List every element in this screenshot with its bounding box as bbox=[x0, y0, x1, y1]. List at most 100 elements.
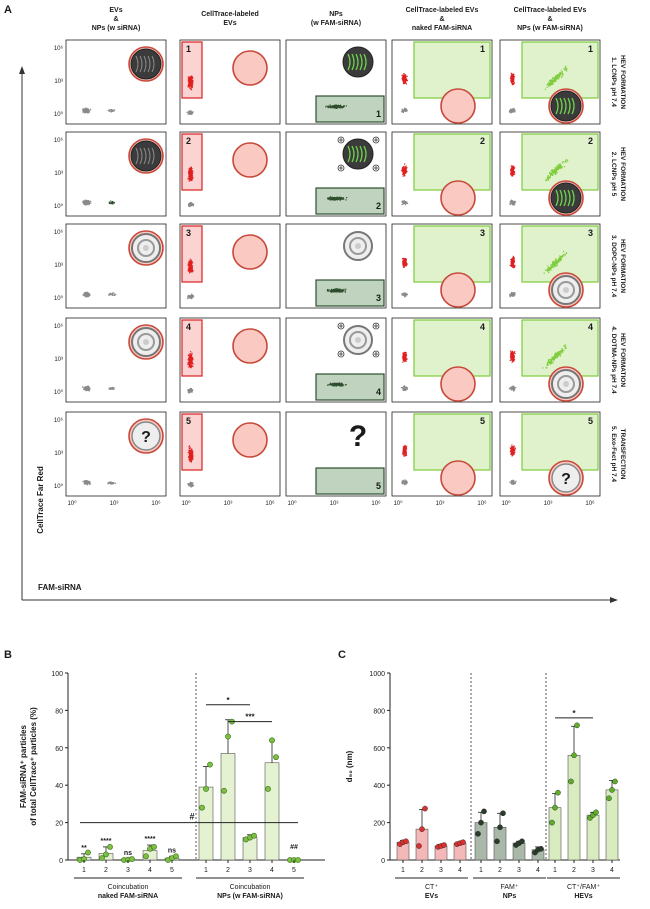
scatter-point bbox=[402, 389, 404, 391]
scatter-point bbox=[189, 355, 191, 357]
scatter-point bbox=[550, 82, 552, 84]
scatter-point bbox=[512, 355, 514, 357]
scatter-point bbox=[511, 204, 514, 206]
scatter-point bbox=[559, 352, 561, 354]
scatter-point bbox=[402, 78, 405, 80]
scatter-point bbox=[191, 361, 193, 363]
scatter-point bbox=[551, 79, 553, 81]
scatter-point bbox=[403, 170, 405, 173]
scatter-point bbox=[188, 269, 190, 271]
c-y-tick-label: 400 bbox=[373, 783, 385, 790]
scatter-point bbox=[558, 167, 560, 169]
scatter-point bbox=[188, 354, 190, 356]
scatter-point bbox=[328, 196, 330, 199]
scatter-point bbox=[86, 484, 88, 486]
scatter-point bbox=[544, 269, 547, 271]
scatter-point bbox=[406, 388, 408, 390]
scatter-point bbox=[564, 344, 566, 346]
scatter-point bbox=[190, 263, 192, 265]
c-y-tick-label: 1000 bbox=[369, 671, 385, 678]
sirna-strand bbox=[571, 97, 575, 115]
scatter-point bbox=[190, 176, 192, 178]
scatter-point bbox=[563, 250, 565, 252]
scatter-point bbox=[341, 107, 343, 109]
scatter-point bbox=[547, 83, 549, 85]
scatter-point bbox=[558, 73, 560, 75]
scatter-point bbox=[191, 295, 193, 297]
sirna-strand bbox=[563, 97, 567, 115]
charge-plus-mark bbox=[374, 166, 378, 170]
scatter-point bbox=[401, 200, 403, 202]
scatter-point bbox=[110, 109, 112, 111]
scatter-point bbox=[512, 255, 514, 257]
sirna-strand bbox=[351, 53, 355, 71]
scatter-point bbox=[511, 165, 513, 167]
scatter-point bbox=[193, 485, 195, 487]
scatter-point bbox=[335, 384, 337, 386]
scatter-point bbox=[190, 83, 192, 86]
b-y-tick-label: 0 bbox=[59, 858, 63, 865]
scatter-point bbox=[403, 455, 405, 457]
column-header-line: NPs bbox=[329, 11, 343, 18]
scatter-point bbox=[339, 290, 341, 292]
scatter-point bbox=[555, 354, 557, 356]
scatter-point bbox=[406, 387, 409, 389]
scatter-point bbox=[188, 446, 190, 448]
scatter-point bbox=[564, 68, 566, 71]
scatter-point bbox=[190, 354, 192, 356]
scatter-point bbox=[512, 385, 514, 387]
c-data-point bbox=[481, 808, 487, 815]
scatter-point bbox=[565, 160, 567, 162]
scatter-point bbox=[405, 354, 407, 356]
scatter-point bbox=[191, 267, 193, 269]
scatter-point bbox=[187, 113, 189, 115]
scatter-point bbox=[550, 362, 552, 364]
scatter-point bbox=[402, 80, 404, 82]
scatter-point bbox=[513, 261, 515, 263]
scatter-point bbox=[189, 459, 191, 461]
scatter-point bbox=[346, 197, 348, 199]
scatter-point bbox=[333, 383, 335, 385]
scatter-point bbox=[512, 295, 514, 297]
scatter-point bbox=[109, 482, 111, 484]
double-positive-gate bbox=[413, 413, 491, 471]
scatter-point bbox=[335, 107, 337, 109]
liposome-inner bbox=[557, 281, 575, 299]
scatter-point bbox=[111, 292, 114, 294]
scatter-point bbox=[550, 264, 552, 266]
scatter-point bbox=[83, 203, 85, 205]
scatter-point bbox=[513, 259, 515, 261]
scatter-point bbox=[562, 74, 564, 76]
scatter-point bbox=[512, 483, 514, 485]
scatter-point bbox=[189, 359, 191, 361]
scatter-point bbox=[113, 387, 115, 389]
scatter-point bbox=[405, 295, 407, 297]
scatter-point bbox=[330, 196, 332, 198]
scatter-point bbox=[110, 203, 112, 205]
scatter-point bbox=[550, 265, 552, 267]
scatter-point bbox=[551, 357, 553, 359]
scatter-point bbox=[85, 295, 87, 297]
scatter-point bbox=[85, 108, 87, 110]
scatter-point bbox=[550, 82, 552, 85]
scatter-point bbox=[189, 85, 192, 87]
scatter-point bbox=[327, 197, 329, 199]
scatter-point bbox=[512, 452, 514, 454]
scatter-point bbox=[333, 199, 335, 201]
scatter-point bbox=[405, 258, 407, 260]
scatter-point bbox=[559, 72, 561, 74]
scatter-point bbox=[511, 444, 513, 446]
scatter-point bbox=[561, 167, 563, 169]
y-axis-label: CellTrace Far Red bbox=[36, 466, 45, 534]
scatter-point bbox=[401, 387, 403, 389]
b-significance: ns bbox=[124, 850, 132, 857]
scatter-point bbox=[405, 481, 407, 483]
scatter-point bbox=[403, 355, 405, 357]
liposome-core bbox=[563, 381, 569, 387]
y-tick-label: 10³ bbox=[54, 263, 63, 269]
scatter-point bbox=[190, 460, 192, 462]
gate-number: 4 bbox=[480, 322, 485, 332]
scatter-point bbox=[512, 73, 514, 75]
